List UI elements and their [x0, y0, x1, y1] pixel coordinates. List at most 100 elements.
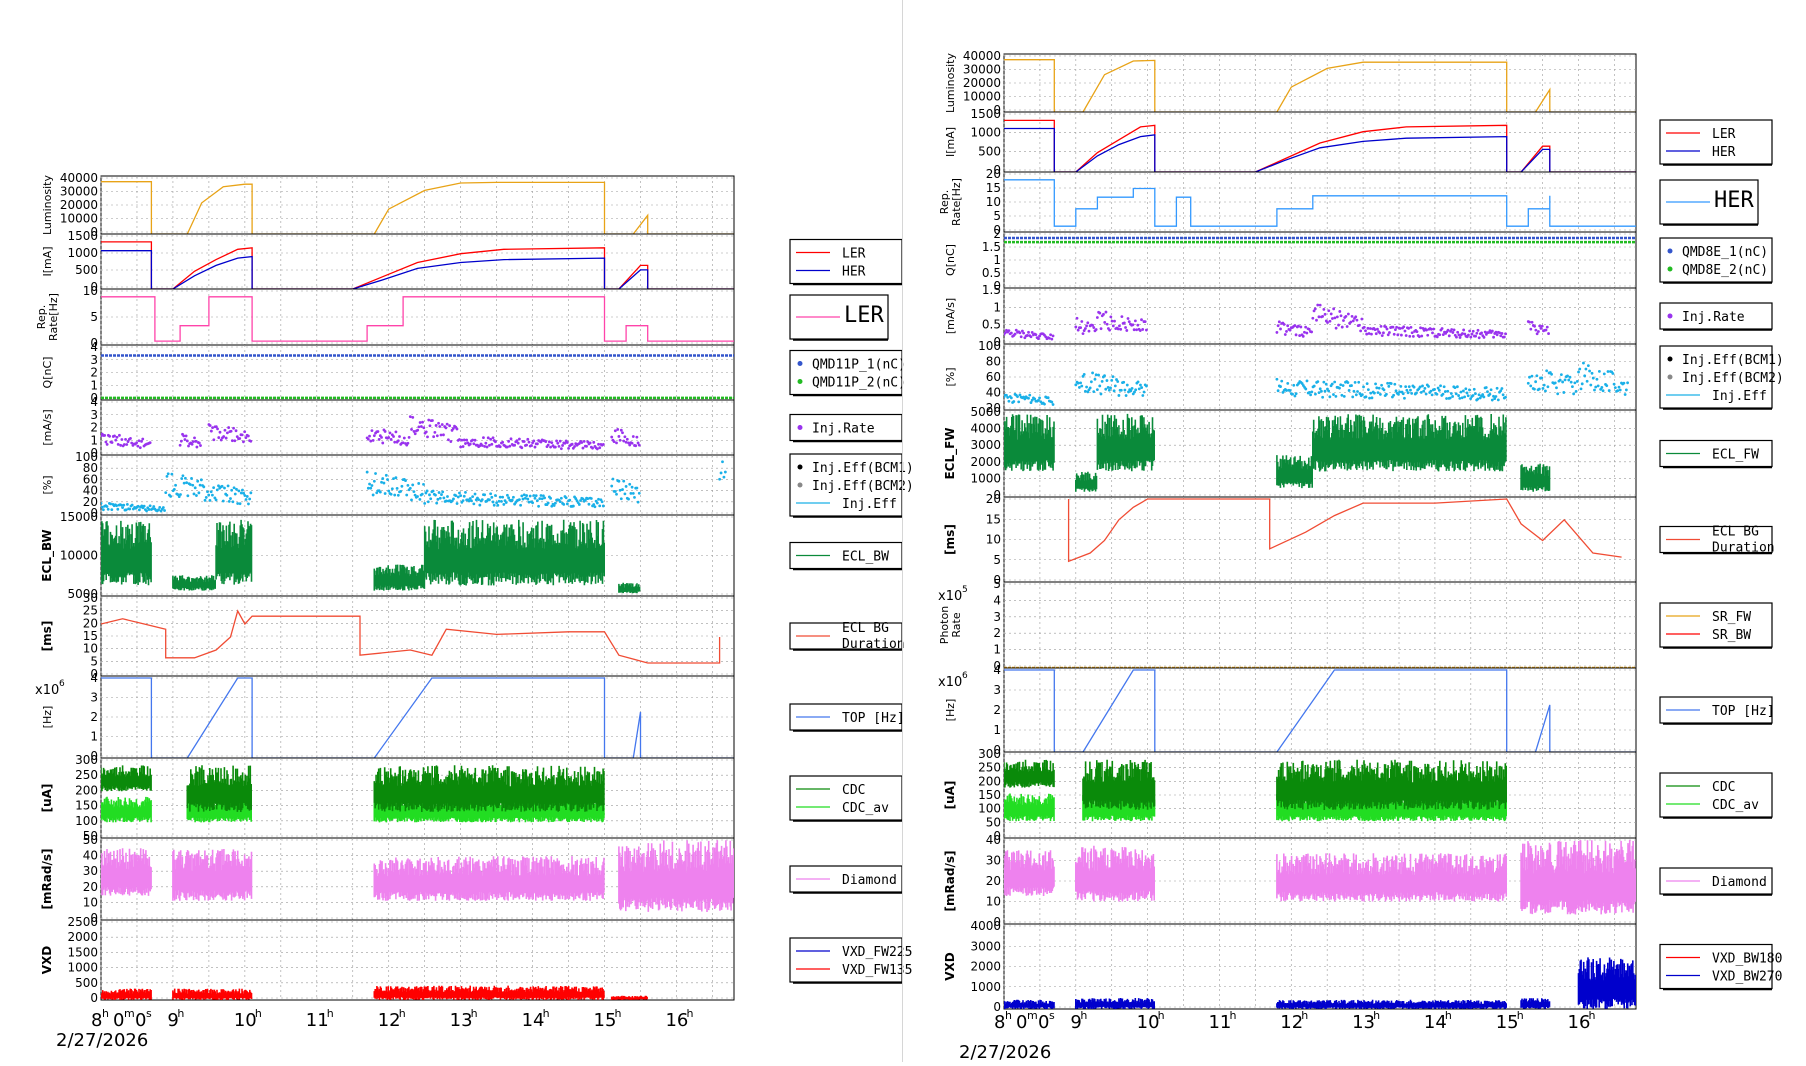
- scatter-point: [196, 479, 200, 483]
- x-tick-sup: h: [1005, 1009, 1012, 1022]
- scatter-point: [214, 498, 218, 502]
- y-axis-label: [%]: [41, 475, 54, 494]
- scatter-point: [1303, 330, 1306, 334]
- scatter-point: [1013, 332, 1017, 336]
- y-scale-label: x10: [938, 675, 962, 690]
- y-tick-label: 0: [993, 223, 1001, 237]
- scatter-point: [615, 441, 618, 445]
- scatter-point: [1555, 386, 1558, 390]
- scatter-point: [1457, 333, 1461, 337]
- scatter-point: [1111, 375, 1115, 379]
- scatter-point: [1299, 325, 1303, 329]
- scatter-point: [1340, 393, 1344, 397]
- x-tick-sup: h: [399, 1007, 406, 1020]
- legend-marker: [797, 425, 803, 430]
- y-tick-label: 0: [993, 659, 1001, 673]
- scatter-point: [372, 434, 376, 438]
- scatter-point: [229, 429, 233, 433]
- scatter-point: [1038, 334, 1041, 338]
- scatter-point: [209, 490, 213, 494]
- scatter-point: [492, 503, 496, 507]
- series-line: [1067, 498, 1622, 563]
- scatter-point: [521, 497, 525, 501]
- scatter-point: [1364, 329, 1367, 333]
- legend-marker: [1667, 374, 1673, 380]
- scatter-point: [399, 489, 403, 493]
- scatter-point: [1612, 382, 1616, 386]
- series-band: [1520, 998, 1551, 1009]
- scatter-point: [464, 442, 467, 445]
- legend-label: QMD11P_1(nC): [812, 358, 906, 373]
- scatter-point: [1351, 319, 1355, 323]
- scatter-point: [1320, 389, 1323, 393]
- y-tick-label: 500: [978, 144, 1001, 158]
- scatter-point: [1463, 395, 1467, 399]
- scatter-point: [1578, 367, 1582, 371]
- scatter-point: [248, 497, 252, 501]
- scatter-point: [1398, 390, 1402, 394]
- scatter-point: [630, 441, 634, 445]
- scatter-point: [1476, 328, 1480, 332]
- scatter-point: [192, 492, 196, 496]
- scatter-point: [421, 420, 424, 424]
- scatter-point: [579, 499, 582, 502]
- scatter-point: [1429, 389, 1433, 393]
- legend-marker: [1667, 266, 1673, 272]
- legend-cdc: CDC CDC_av: [789, 775, 903, 822]
- scatter-point: [420, 492, 424, 496]
- y-tick-label: 10: [986, 895, 1001, 909]
- legend-marker: [1667, 248, 1673, 254]
- scatter-point: [1377, 386, 1381, 390]
- series-band: [618, 840, 734, 912]
- scatter-point: [501, 495, 505, 499]
- scatter-point: [1311, 316, 1315, 320]
- scatter-point: [1575, 380, 1579, 383]
- scatter-point: [400, 484, 404, 488]
- scatter-point: [179, 439, 183, 443]
- scatter-point: [197, 491, 201, 495]
- y-tick-label: 150: [75, 799, 98, 813]
- y-axis-label: VXD: [943, 952, 957, 981]
- scatter-point: [452, 497, 455, 501]
- scatter-point: [577, 503, 581, 506]
- x-tick-base: 0: [113, 1010, 124, 1031]
- scatter-point: [1016, 395, 1019, 399]
- scatter-point: [611, 477, 615, 481]
- scatter-point: [460, 438, 464, 442]
- legend-label: CDC_av: [1712, 798, 1759, 813]
- scatter-point: [219, 438, 223, 442]
- scatter-point: [491, 436, 495, 440]
- series-lumi-0: [1004, 59, 1636, 112]
- scatter-point: [246, 434, 250, 438]
- y-axis-label: [ms]: [40, 621, 54, 652]
- scatter-point: [404, 479, 407, 483]
- series-band: [1004, 414, 1055, 472]
- scatter-point: [1482, 395, 1486, 399]
- scatter-point: [110, 508, 114, 512]
- scatter-point: [424, 430, 428, 434]
- y-axis-label: Rate[Hz]: [47, 293, 60, 341]
- scatter-point: [529, 444, 533, 447]
- scatter-point: [1480, 331, 1483, 335]
- scatter-point: [610, 435, 614, 439]
- scatter-point: [509, 437, 513, 441]
- legend-marker: [797, 361, 803, 366]
- scatter-point: [1029, 335, 1033, 339]
- scatter-point: [568, 498, 572, 502]
- scatter-point: [1529, 327, 1533, 331]
- series-vxd-0: [101, 985, 648, 1000]
- series-band: [1276, 455, 1313, 489]
- scatter-point: [535, 442, 539, 446]
- x-tick-base: 15: [1496, 1012, 1519, 1033]
- scatter-point: [1017, 400, 1021, 404]
- y-tick-label: 2000: [970, 960, 1001, 974]
- scatter-point: [546, 501, 550, 505]
- scatter-point: [1405, 388, 1409, 392]
- scatter-point: [116, 442, 120, 446]
- scatter-point: [618, 488, 622, 492]
- legend-inj: Inj.Rate: [1659, 302, 1773, 331]
- y-tick-label: 0: [90, 336, 98, 350]
- scatter-point: [1004, 331, 1007, 335]
- scatter-point: [1099, 392, 1103, 396]
